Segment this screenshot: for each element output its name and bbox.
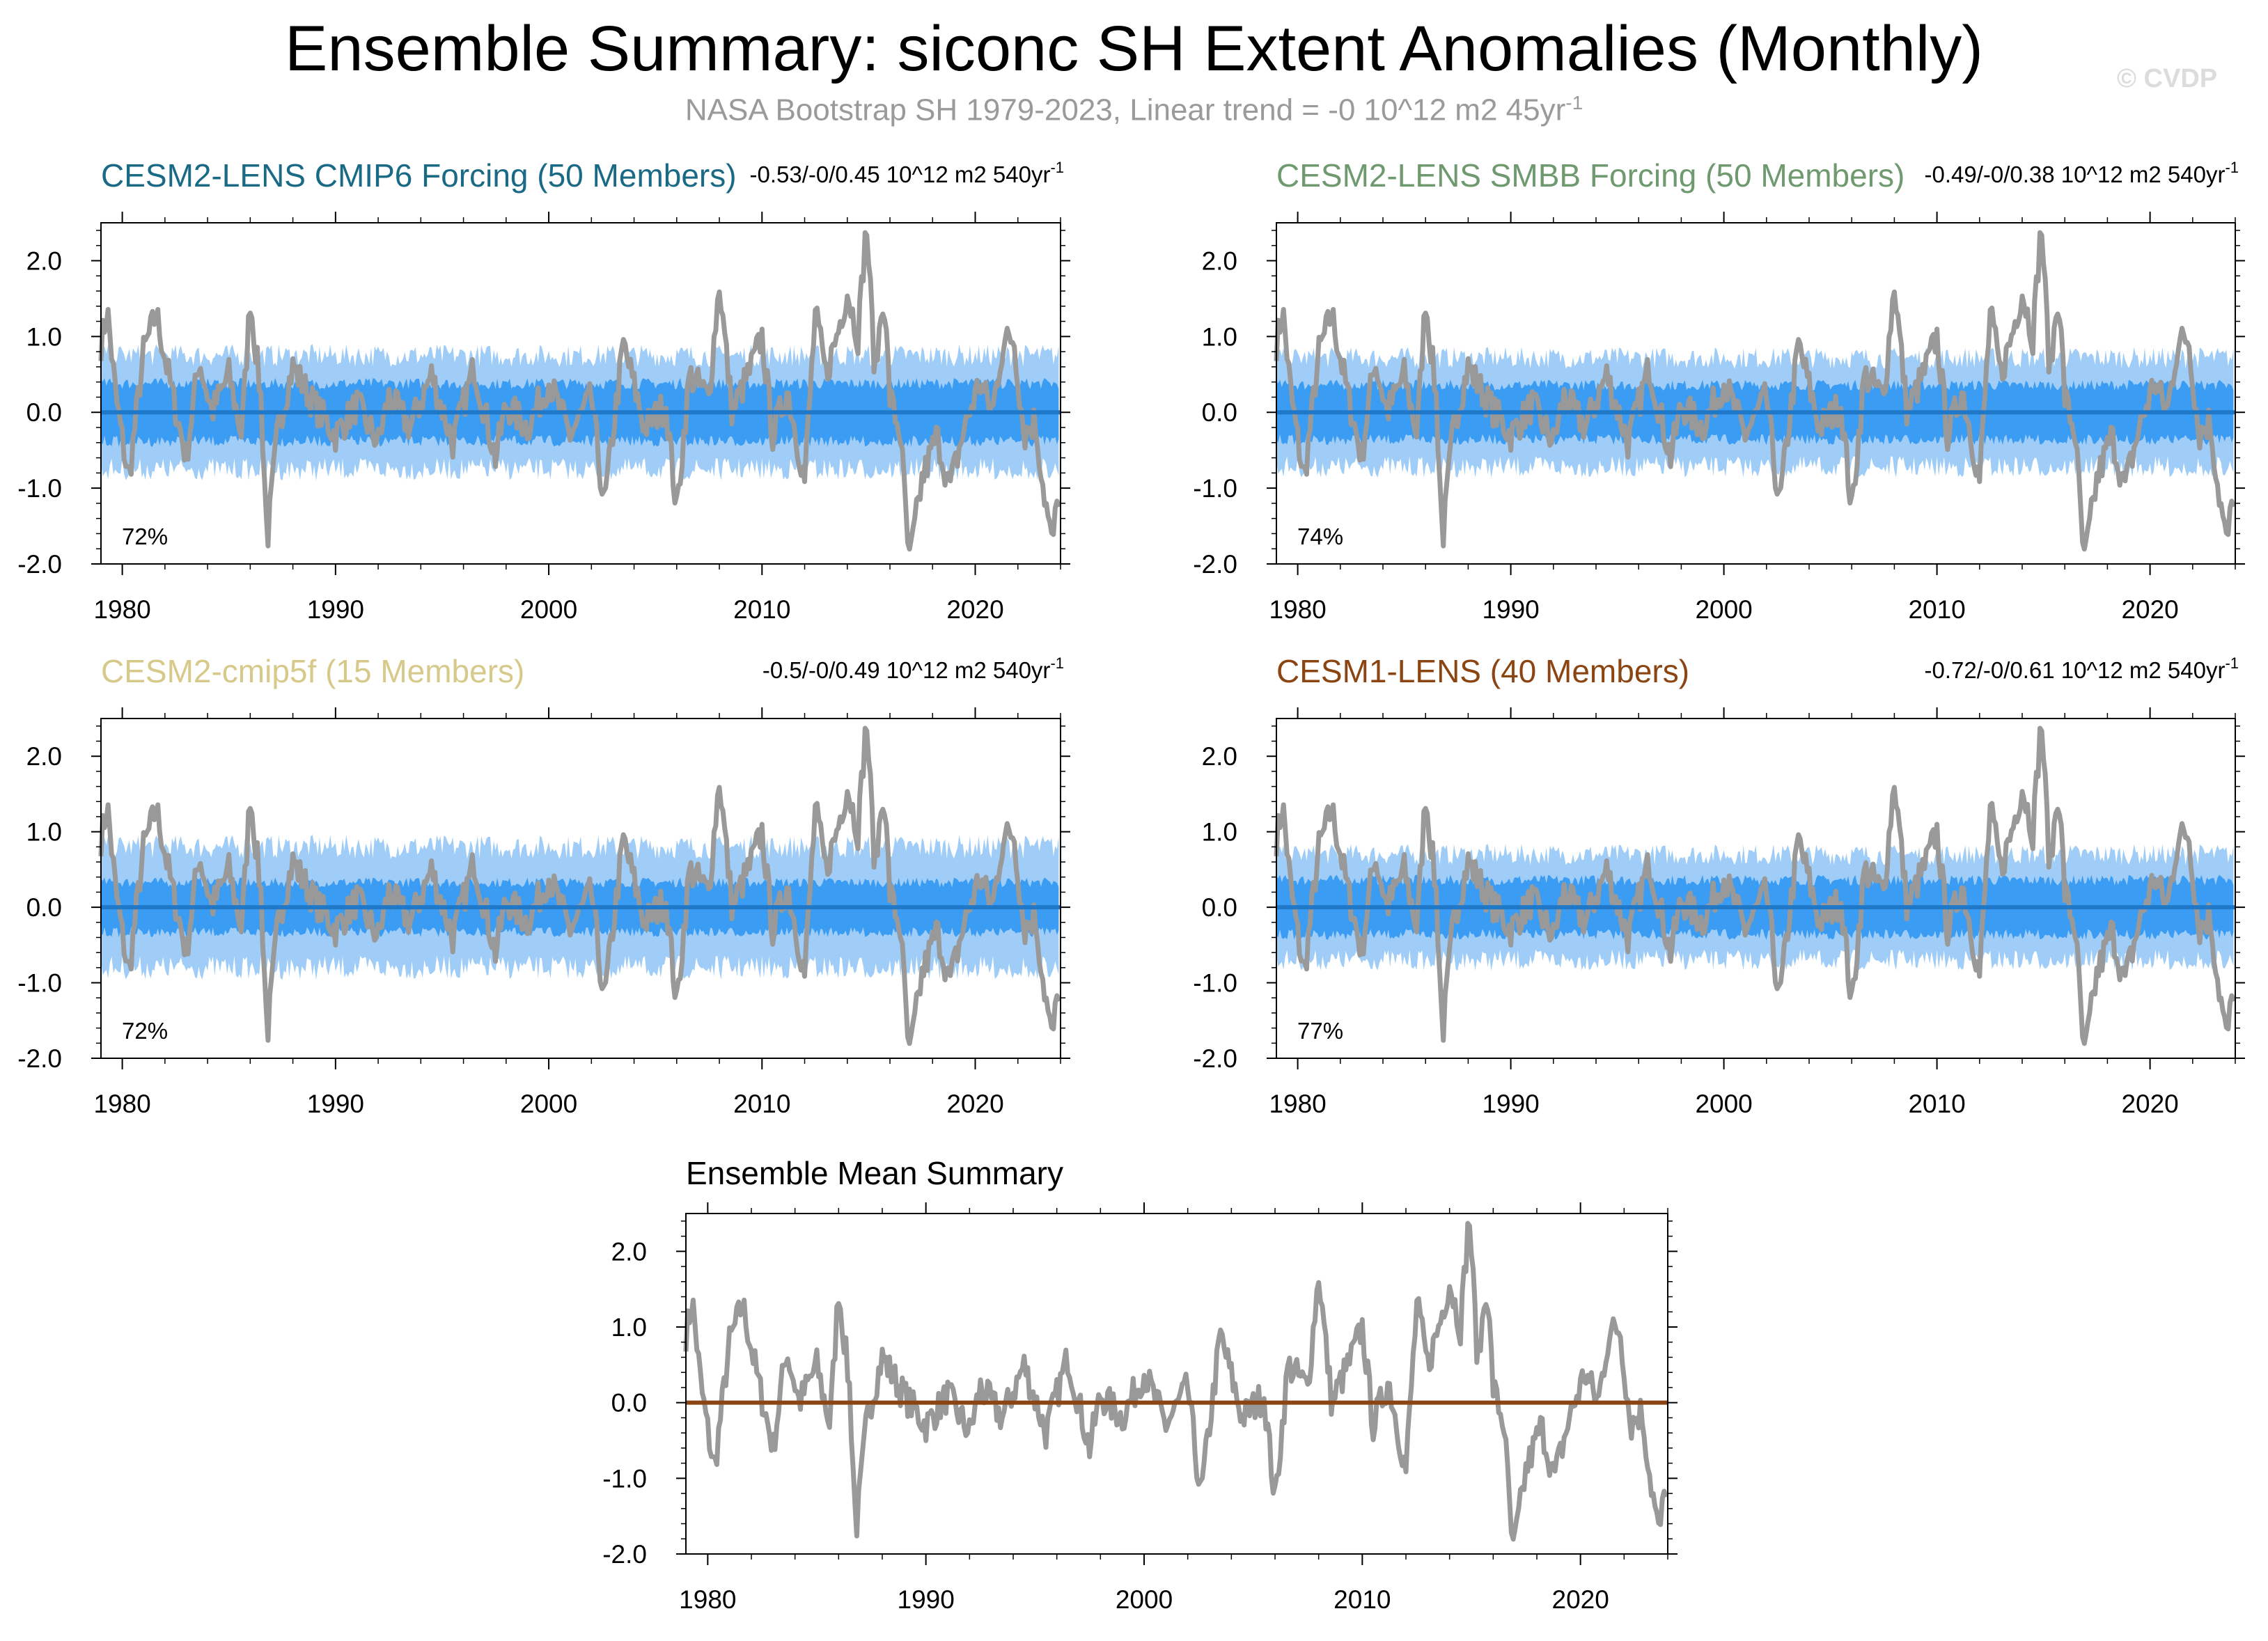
y-tick-label: -1.0 <box>602 1464 647 1493</box>
plot-frame <box>100 718 1061 1059</box>
x-tick-label: 2010 <box>1334 1585 1391 1614</box>
plot-frame <box>1276 222 2236 565</box>
chart-panel-1: CESM2-LENS CMIP6 Forcing (50 Members) -0.… <box>17 157 1070 624</box>
x-tick-label: 2010 <box>733 1090 790 1118</box>
x-tick-label: 1980 <box>1269 1090 1326 1118</box>
y-tick-label: 2.0 <box>1202 742 1237 771</box>
y-tick-label: 0.0 <box>611 1389 647 1418</box>
panel-title: Ensemble Mean Summary <box>686 1155 1063 1191</box>
y-tick-label: 1.0 <box>611 1313 647 1342</box>
page-title: Ensemble Summary: siconc SH Extent Anoma… <box>285 13 1983 84</box>
x-tick-label: 2010 <box>733 595 790 624</box>
x-tick-label: 1980 <box>1269 595 1326 624</box>
chart-panel-5: Ensemble Mean Summary 2.0 1.0 0.0 -1.0 -2.0 19… <box>602 1155 1677 1614</box>
trend-text: -0.49/-0/0.38 10^12 m2 540yr-1 <box>1925 159 2239 187</box>
x-tick-label: 2020 <box>2121 1090 2178 1118</box>
plot-frame <box>100 222 1061 565</box>
panel-title: CESM1-LENS (40 Members) <box>1276 653 1689 689</box>
x-tick-label: 2020 <box>946 1090 1003 1118</box>
y-tick-label: 1.0 <box>26 322 62 351</box>
percent-label: 74% <box>1297 524 1343 549</box>
y-tick-label: 0.0 <box>1202 893 1237 922</box>
y-tick-label: -1.0 <box>17 474 62 503</box>
y-tick-label: 1.0 <box>1202 818 1237 847</box>
y-tick-label: 2.0 <box>611 1237 647 1266</box>
x-tick-label: 2000 <box>1695 1090 1752 1118</box>
x-tick-label: 1980 <box>679 1585 736 1614</box>
percent-label: 72% <box>122 524 168 549</box>
x-tick-label: 1990 <box>1482 595 1539 624</box>
x-tick-label: 2000 <box>1695 595 1752 624</box>
panel-title: CESM2-cmip5f (15 Members) <box>101 653 524 689</box>
x-tick-label: 2020 <box>2121 595 2178 624</box>
trend-text: -0.53/-0/0.45 10^12 m2 540yr-1 <box>750 159 1064 187</box>
watermark: © CVDP <box>2117 64 2218 93</box>
x-tick-label: 2000 <box>520 1090 577 1118</box>
y-tick-label: -2.0 <box>602 1540 647 1569</box>
chart-panel-3: CESM2-cmip5f (15 Members) -0.5/-0/0.49 10… <box>17 653 1070 1118</box>
chart-panel-2: CESM2-LENS SMBB Forcing (50 Members) -0.4… <box>1193 157 2245 624</box>
y-tick-label: -2.0 <box>1193 550 1237 579</box>
y-tick-label: 2.0 <box>26 246 62 275</box>
y-tick-label: -2.0 <box>17 550 62 579</box>
x-tick-label: 2010 <box>1908 595 1965 624</box>
y-tick-label: 0.0 <box>26 893 62 922</box>
x-tick-label: 2000 <box>1116 1585 1173 1614</box>
x-tick-label: 1980 <box>93 1090 150 1118</box>
y-tick-label: -1.0 <box>1193 969 1237 998</box>
page-subtitle: NASA Bootstrap SH 1979-2023, Linear tren… <box>0 92 2268 128</box>
chart-panel-4: CESM1-LENS (40 Members) -0.72/-0/0.61 10^… <box>1193 653 2245 1118</box>
y-tick-label: 1.0 <box>1202 322 1237 351</box>
subtitle-superscript: -1 <box>1565 92 1583 113</box>
panel-title: CESM2-LENS CMIP6 Forcing (50 Members) <box>101 157 737 194</box>
y-tick-label: 0.0 <box>1202 398 1237 427</box>
y-tick-label: 2.0 <box>26 742 62 771</box>
trend-text: -0.72/-0/0.61 10^12 m2 540yr-1 <box>1925 654 2239 683</box>
subtitle-text: NASA Bootstrap SH 1979-2023, Linear tren… <box>685 93 1566 127</box>
plot-frame <box>685 1213 1668 1555</box>
observed-series-line <box>683 1220 1668 1542</box>
x-tick-label: 1980 <box>93 595 150 624</box>
y-tick-label: -1.0 <box>17 969 62 998</box>
x-tick-label: 2010 <box>1908 1090 1965 1118</box>
x-tick-label: 1990 <box>898 1585 955 1614</box>
x-tick-label: 2000 <box>520 595 577 624</box>
y-tick-label: -2.0 <box>17 1044 62 1073</box>
x-tick-label: 2020 <box>946 595 1003 624</box>
x-tick-label: 2020 <box>1552 1585 1609 1614</box>
panel-title: CESM2-LENS SMBB Forcing (50 Members) <box>1276 157 1905 194</box>
x-tick-label: 1990 <box>307 1090 364 1118</box>
y-tick-label: -1.0 <box>1193 474 1237 503</box>
y-tick-label: -2.0 <box>1193 1044 1237 1073</box>
y-tick-label: 1.0 <box>26 818 62 847</box>
plot-frame <box>1276 718 2236 1059</box>
x-tick-label: 1990 <box>307 595 364 624</box>
y-tick-label: 0.0 <box>26 398 62 427</box>
percent-label: 77% <box>1297 1018 1343 1044</box>
x-tick-label: 1990 <box>1482 1090 1539 1118</box>
percent-label: 72% <box>122 1018 168 1044</box>
y-tick-label: 2.0 <box>1202 246 1237 275</box>
trend-text: -0.5/-0/0.49 10^12 m2 540yr-1 <box>762 654 1064 683</box>
